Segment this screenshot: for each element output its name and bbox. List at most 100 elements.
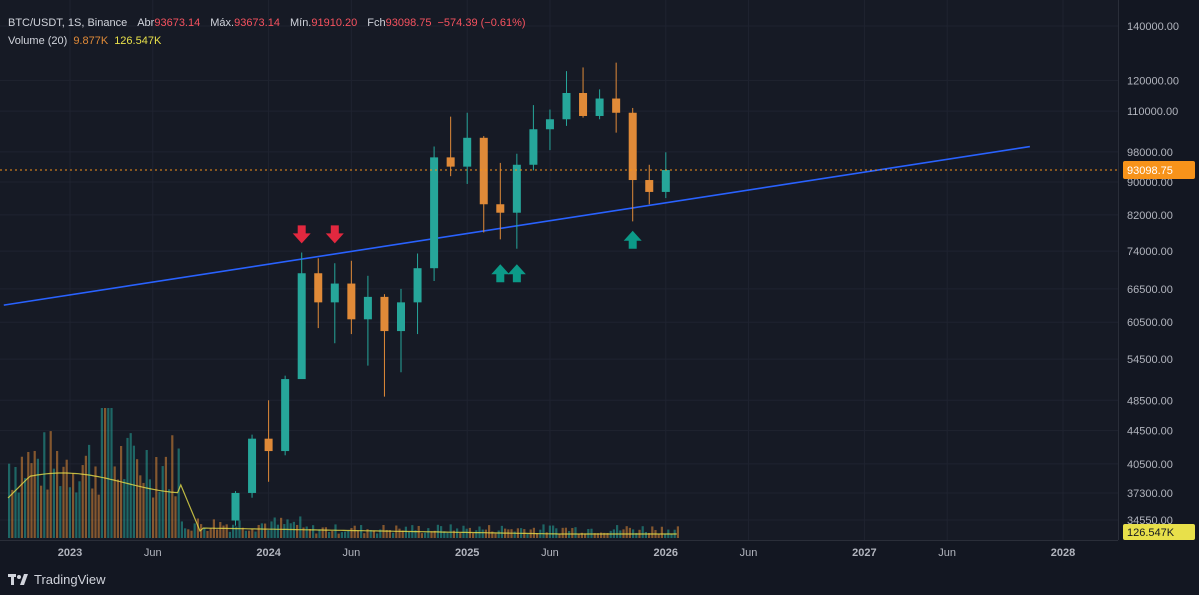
volume-bar [129, 433, 132, 538]
volume-bar [84, 455, 87, 538]
volume-bar [660, 526, 663, 538]
open-value: 93673.14 [154, 17, 201, 29]
volume-bar [347, 530, 350, 538]
volume-bar [132, 445, 135, 538]
price-tick-label: 37300.00 [1127, 488, 1173, 500]
volume-bar [177, 448, 180, 538]
volume-bar [625, 526, 628, 538]
volume-bar [481, 529, 484, 538]
price-axis[interactable]: 140000.00 120000.00 110000.00 98000.00 90000… [1118, 0, 1199, 540]
candle-body [314, 273, 323, 303]
price-tick-label: 120000.00 [1127, 75, 1179, 87]
volume-label[interactable]: Volume (20) [8, 35, 68, 47]
ohlc-row: BTC/USDT, 1S, Binance Abr93673.14 Máx.93… [8, 14, 526, 32]
volume-bar [449, 524, 452, 538]
volume-bar [299, 516, 302, 538]
volume-bar [280, 517, 283, 538]
volume-bar [564, 527, 567, 538]
volume-bar [216, 529, 219, 538]
volume-bar [257, 524, 260, 538]
volume-bar [398, 528, 401, 538]
volume-bar [392, 532, 395, 538]
time-axis-labels: 2023 Jun 2024 Jun 2025 Jun 2026 Jun 2027 Jun 2028 [58, 547, 1075, 559]
volume-bar [222, 525, 225, 538]
volume-bar [33, 450, 36, 538]
volume-bar [542, 524, 545, 538]
price-tick-label: 110000.00 [1127, 106, 1178, 118]
volume-bar [283, 524, 286, 538]
volume-bar [273, 517, 276, 538]
price-tick-label: 54500.00 [1127, 354, 1173, 366]
chart-area[interactable]: BTC/USDT, 1S, Binance Abr93673.14 Máx.93… [0, 0, 1118, 540]
volume-bar [40, 485, 43, 538]
volume-bar [126, 437, 129, 538]
volume-bars [8, 408, 679, 538]
time-tick-label: 2027 [852, 547, 876, 559]
volume-bar [465, 528, 468, 538]
price-tick-label: 74000.00 [1127, 246, 1173, 258]
candle-body [397, 302, 405, 332]
close-label: Fch [367, 17, 386, 29]
volume-bar [401, 530, 404, 538]
volume-bar [184, 528, 187, 538]
volume-bar [360, 525, 363, 538]
candle-body [512, 164, 521, 213]
volume-bar [174, 496, 177, 538]
volume-bar [123, 479, 126, 538]
volume-bar [107, 408, 110, 538]
volume-bar [8, 463, 11, 538]
volume-bar [472, 533, 475, 538]
volume-bar [459, 532, 462, 538]
candle-body [496, 204, 505, 213]
symbol-label[interactable]: BTC/USDT, 1S, Binance [8, 17, 128, 29]
volume-bar [302, 527, 305, 538]
current-volume-tag [1123, 524, 1195, 540]
price-chart[interactable] [0, 0, 1118, 540]
volume-bar [334, 524, 337, 538]
volume-bar [491, 531, 494, 538]
volume-bar [241, 527, 244, 538]
volume-bar [219, 522, 222, 538]
candle-body [347, 283, 356, 320]
time-axis[interactable]: 2023 Jun 2024 Jun 2025 Jun 2026 Jun 2027 Jun 2028 [0, 540, 1118, 563]
volume-bar [315, 533, 318, 538]
candle-body [645, 180, 654, 192]
volume-ma-value: 126.547K [114, 35, 162, 47]
volume-bar [414, 530, 417, 538]
volume-bar [200, 524, 203, 538]
volume-bar [59, 486, 62, 538]
volume-bar [14, 466, 17, 538]
volume-bar [497, 530, 500, 538]
volume-bar [532, 527, 535, 538]
volume-bar [420, 533, 423, 538]
price-tick-label: 98000.00 [1127, 147, 1173, 159]
volume-bar [526, 533, 529, 538]
volume-bar [577, 533, 580, 538]
candle-body [579, 93, 588, 116]
price-tick-label: 82000.00 [1127, 210, 1173, 222]
volume-bar [36, 458, 39, 538]
arrow-up-icon [491, 264, 510, 283]
candle-body [281, 379, 290, 452]
price-tick-label: 140000.00 [1127, 21, 1179, 33]
volume-bar [427, 528, 430, 538]
time-tick-label: 2028 [1051, 547, 1075, 559]
volume-bar [670, 533, 673, 538]
volume-bar [244, 530, 247, 538]
volume-bar [136, 459, 139, 538]
candle-body [330, 283, 339, 303]
volume-bar [376, 533, 379, 538]
open-label: Abr [137, 17, 155, 29]
tradingview-label: TradingView [34, 572, 106, 587]
tradingview-logo[interactable]: TradingView [8, 572, 106, 587]
volume-bar [500, 525, 503, 538]
volume-bar [648, 532, 651, 538]
volume-bar [590, 528, 593, 538]
volume-bar [331, 530, 334, 538]
volume-bar [187, 529, 190, 538]
volume-row: Volume (20) 9.877K 126.547K [8, 32, 526, 50]
volume-bar [356, 530, 359, 538]
volume-bar [120, 445, 123, 538]
volume-bar [641, 526, 644, 538]
tradingview-icon [8, 573, 28, 585]
